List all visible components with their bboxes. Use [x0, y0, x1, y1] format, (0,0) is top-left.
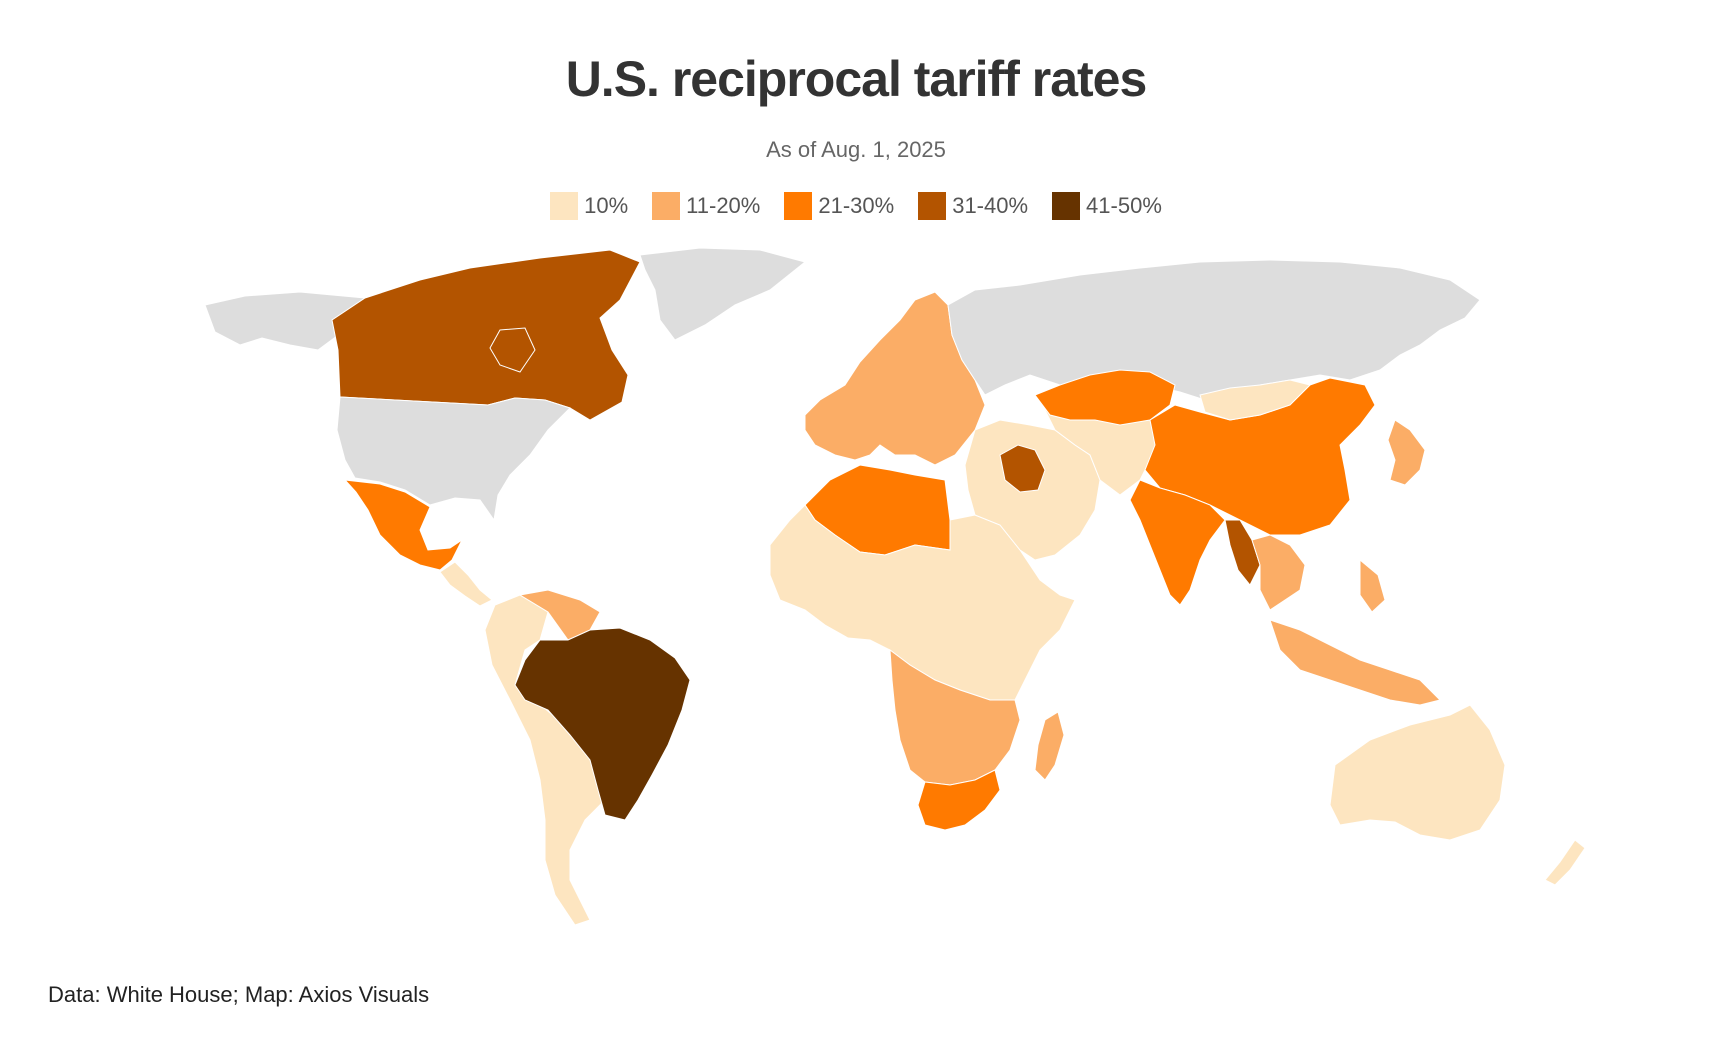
legend-item-31-40: 31-40% — [918, 192, 1028, 220]
legend-swatch — [652, 192, 681, 220]
region-indonesia — [1269, 558, 1441, 706]
legend: 10% 11-20% 21-30% 31-40% 41-50% — [0, 192, 1712, 220]
region-greenland — [639, 247, 807, 341]
region-western-europe — [804, 291, 986, 466]
region-india — [1129, 479, 1226, 606]
legend-swatch — [550, 192, 579, 220]
region-mongolia — [1199, 379, 1311, 421]
legend-swatch — [784, 192, 813, 220]
region-central-america — [439, 561, 493, 607]
map-title: U.S. reciprocal tariff rates — [565, 51, 1148, 107]
legend-item-10: 10% — [550, 192, 628, 220]
region-brazil — [514, 627, 691, 821]
region-united-states — [336, 396, 571, 522]
region-kazakhstan — [1034, 369, 1176, 426]
legend-label: 41-50% — [1086, 193, 1162, 218]
source-credit: Data: White House; Map: Axios Visuals — [48, 982, 430, 1007]
legend-label: 11-20% — [686, 193, 761, 218]
region-southeast-asia — [1251, 534, 1306, 611]
legend-item-21-30: 21-30% — [784, 192, 894, 220]
legend-swatch — [918, 192, 947, 220]
region-south-america — [484, 594, 606, 926]
legend-item-41-50: 41-50% — [1052, 192, 1162, 220]
map-subtitle: As of Aug. 1, 2025 — [766, 137, 946, 162]
region-japan — [1387, 419, 1426, 486]
legend-item-11-20: 11-20% — [652, 192, 760, 220]
region-syria-iraq — [999, 444, 1046, 493]
region-mexico — [343, 479, 464, 571]
region-new-zealand — [1544, 839, 1586, 886]
legend-swatch — [1052, 192, 1081, 220]
legend-label: 21-30% — [818, 193, 895, 218]
region-africa — [769, 504, 1076, 701]
legend-label: 31-40% — [952, 193, 1029, 218]
world-map — [204, 247, 1586, 926]
region-alaska — [204, 291, 366, 351]
legend-label: 10% — [584, 193, 629, 218]
region-australia — [1329, 704, 1506, 841]
region-guyana-venezuela — [518, 589, 601, 641]
region-madagascar — [1034, 711, 1065, 781]
region-myanmar — [1224, 519, 1261, 586]
region-russia — [947, 259, 1481, 401]
region-south-africa — [917, 769, 1001, 831]
region-canada — [331, 249, 641, 421]
